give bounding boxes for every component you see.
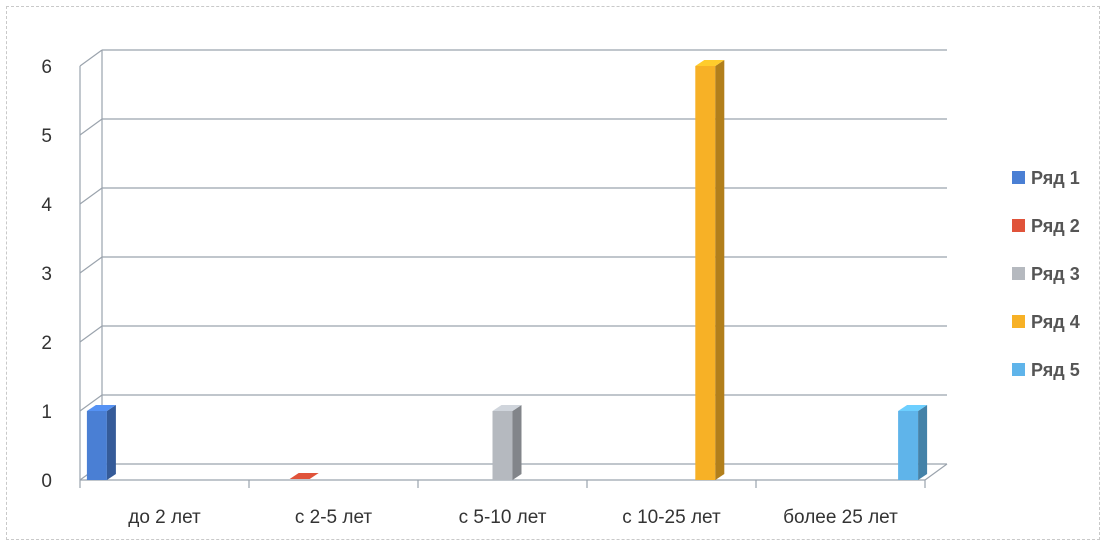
bar-side [715,60,725,480]
floor-edge [924,463,948,481]
legend-label: Ряд 1 [1031,168,1080,188]
bar [492,411,513,480]
bar [86,411,107,480]
legend-swatch [1012,267,1025,280]
gridline-side [79,49,103,67]
category-label: с 10-25 лет [622,507,721,528]
legend-label: Ряд 4 [1031,312,1080,332]
legend-swatch [1012,363,1025,376]
bar [695,66,716,480]
bar-top [86,405,116,411]
gridline-side [79,187,103,205]
legend-label: Ряд 2 [1031,216,1080,236]
bar [898,411,919,480]
legend-swatch [1012,219,1025,232]
gridline-side [79,394,103,412]
bar-side [512,405,522,480]
y-tick-label: 1 [41,402,52,423]
y-tick-label: 2 [41,333,52,354]
y-tick-label: 3 [41,264,52,285]
chart-frame [6,6,1100,540]
bar-top [898,405,928,411]
legend-swatch [1012,171,1025,184]
category-label: более 25 лет [783,507,898,528]
y-tick-label: 6 [41,57,52,78]
y-tick-label: 5 [41,126,52,147]
bar [289,473,319,479]
category-label: с 2-5 лет [295,507,373,528]
category-label: до 2 лет [128,507,201,528]
y-tick-label: 4 [41,195,52,216]
bar-side [106,405,116,480]
gridline-side [79,256,103,274]
legend-label: Ряд 3 [1031,264,1080,284]
legend-label: Ряд 5 [1031,360,1080,380]
y-tick-label: 0 [41,471,52,492]
legend-swatch [1012,315,1025,328]
bar-top [695,60,725,66]
gridline-side [79,118,103,136]
category-label: с 5-10 лет [459,507,547,528]
gridline-side [79,325,103,343]
bar-top [492,405,522,411]
bar-side [918,405,928,480]
